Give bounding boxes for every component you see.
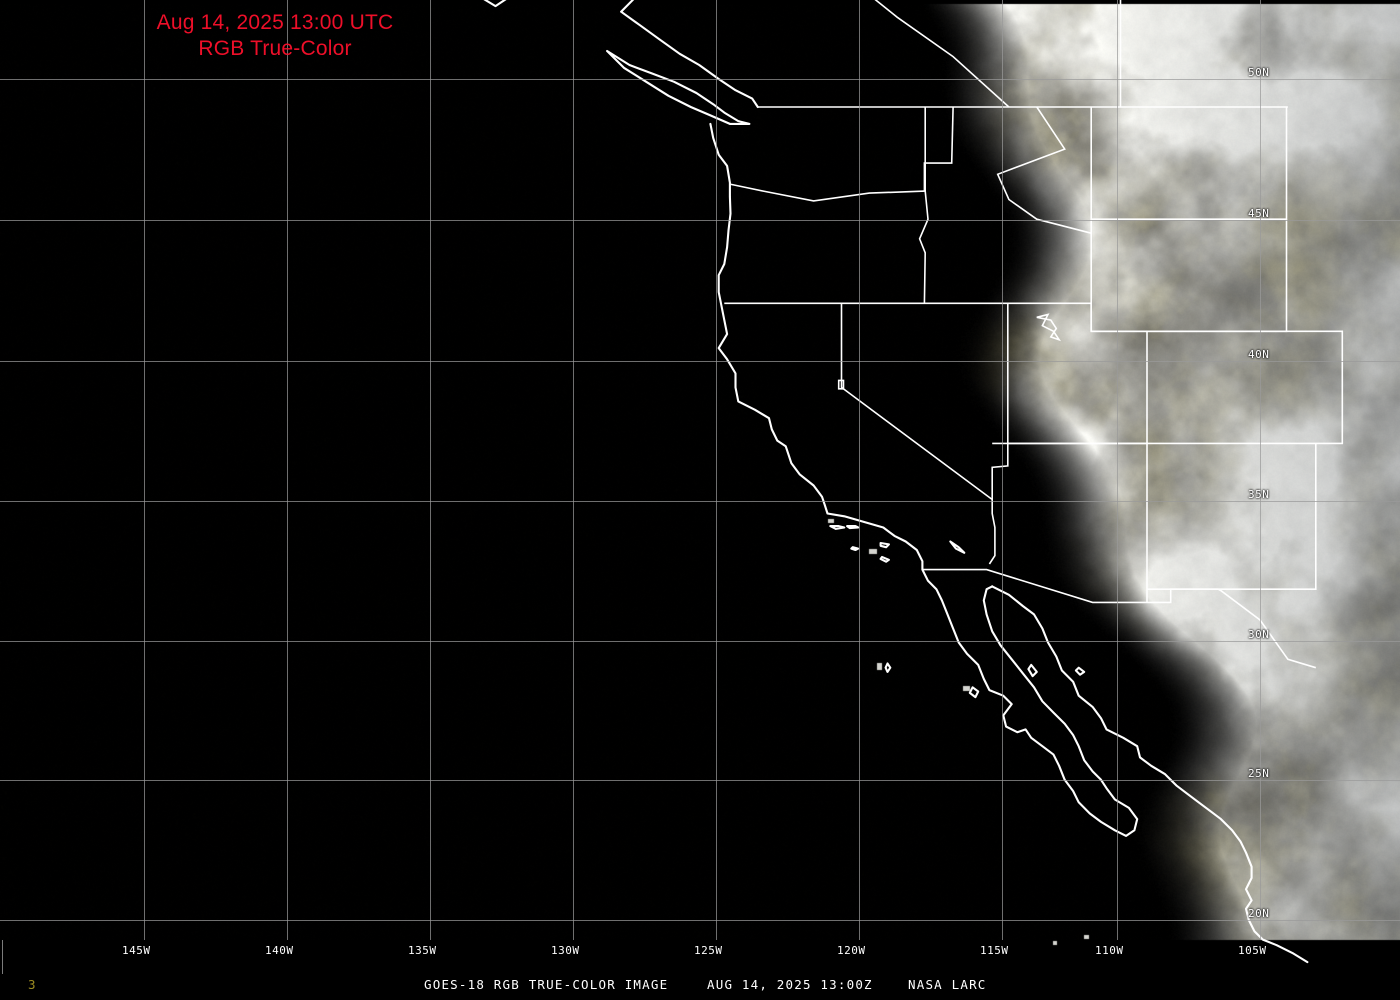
coast-british-columbia	[620, 0, 759, 109]
gridline-lon-140W	[287, 0, 288, 940]
lon-label-125W: 125W	[694, 944, 723, 957]
coast-isla-cedros	[968, 686, 980, 699]
lat-label-35N: 35N	[1248, 488, 1270, 501]
border-new-mexico	[1147, 443, 1317, 590]
lon-label-110W: 110W	[1095, 944, 1124, 957]
axis-tick-left	[2, 940, 3, 974]
lon-label-130W: 130W	[551, 944, 580, 957]
coast-isla-guadalupe	[884, 662, 892, 673]
gridline-lon-110W	[1117, 0, 1118, 940]
coast-salton-sea	[949, 540, 966, 554]
gridline-lat-25N	[0, 780, 1400, 781]
coast-santa-cruz-island	[846, 525, 860, 530]
title-timestamp: Aug 14, 2025 13:00 UTC	[156, 11, 394, 34]
gridline-lon-125W	[716, 0, 717, 940]
gridline-lon-130W	[573, 0, 574, 940]
border-wyoming-montana	[1091, 107, 1288, 220]
border-id-mt-wa	[923, 106, 954, 192]
title-product: RGB True-Color	[198, 37, 352, 60]
gridline-lat-20N	[0, 920, 1400, 921]
footer-organization: NASA LARC	[908, 977, 987, 992]
border-utah-outline	[1007, 303, 1148, 445]
lat-label-30N: 30N	[1248, 628, 1270, 641]
border-or-id	[918, 107, 929, 304]
coast-isla-angel-de-la-guarda	[1027, 663, 1038, 678]
coast-santa-catalina-island	[879, 541, 890, 549]
gridline-lat-35N	[0, 501, 1400, 502]
political-border-paths	[724, 0, 1344, 669]
border-wa-or	[729, 183, 926, 202]
gridline-lat-45N	[0, 220, 1400, 221]
footer-caption: GOES-18 RGB TRUE-COLOR IMAGE AUG 14, 202…	[0, 977, 1400, 1000]
lat-label-40N: 40N	[1248, 348, 1270, 361]
border-us-mexico	[922, 568, 1317, 669]
coast-santa-rosa-island	[829, 525, 846, 530]
gridline-lat-50N	[0, 79, 1400, 80]
border-ca-nv-az	[840, 303, 996, 565]
gridline-lon-120W	[859, 0, 860, 940]
lon-label-115W: 115W	[980, 944, 1009, 957]
border-az-nm	[992, 442, 1148, 603]
footer-product-label: GOES-18 RGB TRUE-COLOR IMAGE	[424, 977, 669, 992]
border-nv-ut-az	[991, 303, 1009, 500]
lat-label-50N: 50N	[1248, 66, 1270, 79]
lon-label-140W: 140W	[265, 944, 294, 957]
coast-us-west-and-baja	[709, 122, 1139, 837]
coast-vancouver-island	[606, 49, 751, 125]
lake-tahoe	[837, 379, 845, 390]
coastline-paths	[483, 0, 1309, 964]
border-colorado	[1147, 330, 1344, 445]
gridline-lat-30N	[0, 641, 1400, 642]
gridline-lon-115W	[1002, 0, 1003, 940]
image-title-block: Aug 14, 2025 13:00 UTC RGB True-Color	[120, 10, 430, 62]
footer-timestamp: AUG 14, 2025 13:00Z	[707, 977, 873, 992]
coast-san-nicolas-island	[850, 546, 860, 552]
coast-mexico-mainland	[991, 585, 1309, 964]
coast-isla-tiburon	[1074, 666, 1086, 676]
lon-label-105W: 105W	[1238, 944, 1267, 957]
lat-label-20N: 20N	[1248, 907, 1270, 920]
border-wyoming	[1091, 219, 1288, 333]
gridline-lon-135W	[430, 0, 431, 940]
coast-haida-gwaii	[483, 0, 507, 8]
coast-san-clemente-island	[879, 555, 890, 563]
lon-label-145W: 145W	[122, 944, 151, 957]
gridline-lon-105W	[1260, 0, 1261, 940]
gridline-lon-145W	[144, 0, 145, 940]
border-id-mt-divide	[996, 106, 1092, 234]
lat-label-25N: 25N	[1248, 767, 1270, 780]
footer-index-number: 3	[28, 977, 36, 992]
lon-label-120W: 120W	[837, 944, 866, 957]
border-bc-alberta	[874, 0, 1010, 108]
gridline-lat-40N	[0, 361, 1400, 362]
lat-label-45N: 45N	[1248, 207, 1270, 220]
lake-great-salt-lake	[1036, 313, 1062, 342]
lon-label-135W: 135W	[408, 944, 437, 957]
